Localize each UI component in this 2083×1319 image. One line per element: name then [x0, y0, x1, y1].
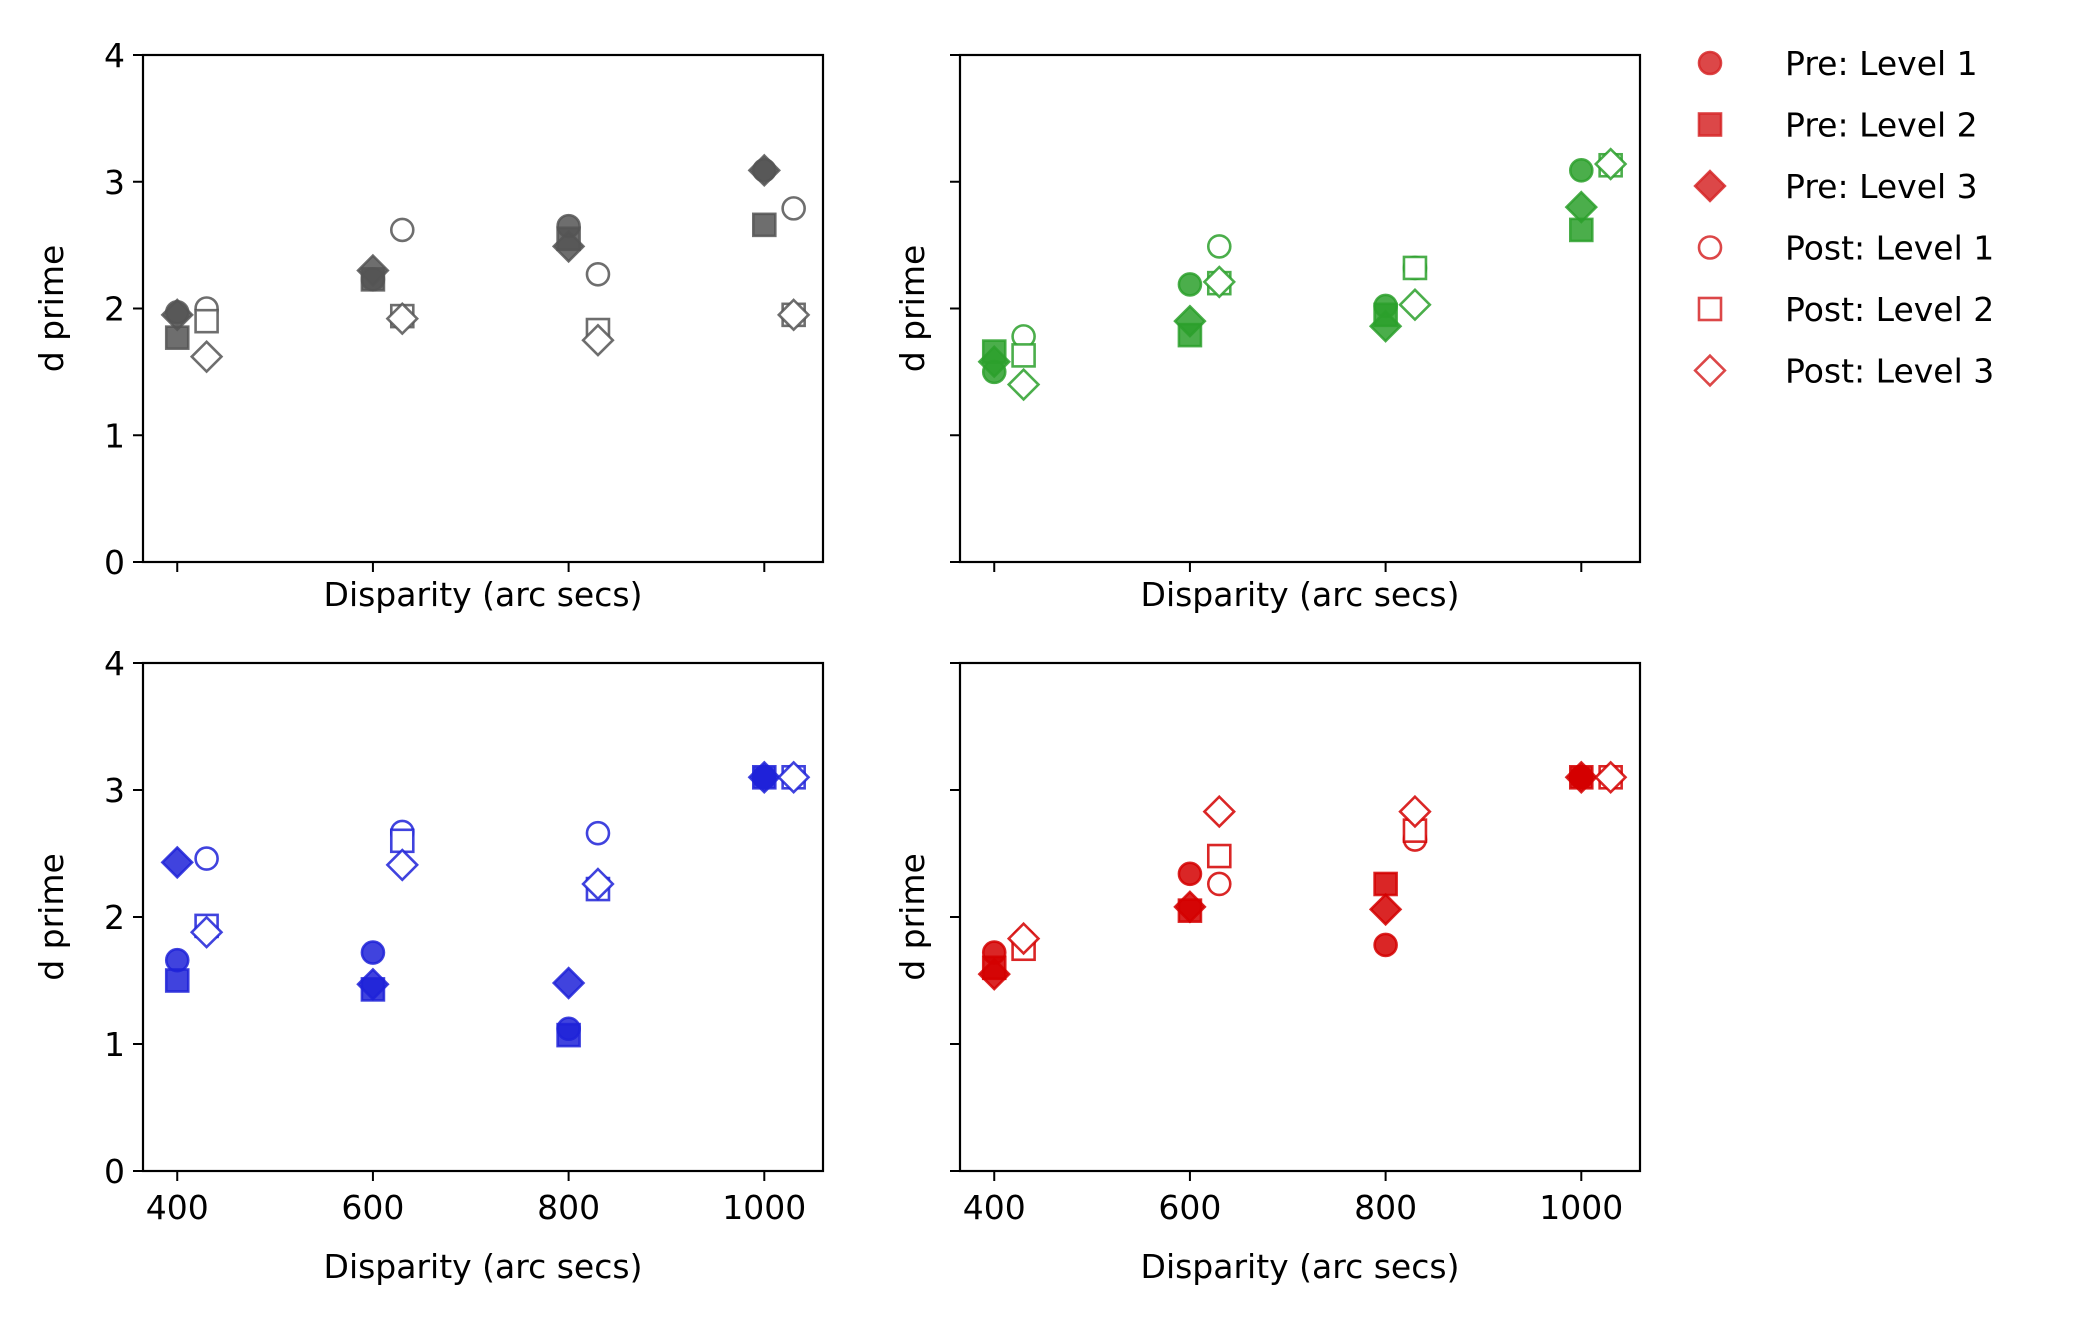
- point-pre-level-3: [1368, 892, 1403, 927]
- point-post-level-2: [1206, 843, 1232, 869]
- point-pre-level-3: [977, 957, 1011, 991]
- y-axis-label: d prime: [32, 245, 71, 373]
- panel-top-right: Disparity (arc secs) d prime: [893, 53, 1642, 614]
- point-post-level-1: [1206, 871, 1232, 897]
- point-post-level-3: [189, 915, 224, 949]
- point-pre-level-2: [556, 1022, 581, 1048]
- x-tick-label: 800: [1354, 1188, 1417, 1227]
- point-post-level-3: [1398, 288, 1432, 322]
- x-axis-label: Disparity (arc secs): [1141, 1247, 1460, 1286]
- point-post-level-3: [1593, 760, 1628, 794]
- point-post-level-3: [1006, 921, 1041, 956]
- point-pre-level-2: [164, 968, 190, 993]
- legend-marker-pre-level-3: [1693, 169, 1727, 203]
- x-tick-label: 1000: [1539, 1188, 1623, 1227]
- point-post-level-3: [776, 760, 811, 794]
- point-pre-level-1: [360, 940, 386, 965]
- point-pre-level-1: [1373, 932, 1398, 958]
- point-post-level-1: [389, 217, 415, 243]
- x-tick-label: 600: [341, 1188, 404, 1227]
- x-tick-label: 800: [537, 1188, 600, 1227]
- y-tick-label: 0: [104, 543, 125, 582]
- point-post-level-3: [1202, 794, 1236, 829]
- point-pre-level-3: [1368, 309, 1403, 343]
- x-axis-label: Disparity (arc secs): [324, 1247, 643, 1286]
- point-pre-level-1: [1177, 272, 1203, 297]
- y-tick-label: 1: [104, 416, 125, 455]
- point-pre-level-3: [747, 760, 781, 794]
- point-post-level-1: [585, 820, 611, 846]
- point-post-level-3: [385, 848, 419, 882]
- point-post-level-2: [1402, 255, 1428, 281]
- y-tick-label: 0: [104, 1152, 125, 1191]
- y-tick-label: 4: [104, 644, 125, 683]
- point-pre-level-3: [1173, 890, 1207, 924]
- point-post-level-3: [189, 339, 224, 374]
- y-tick-label: 1: [104, 1025, 125, 1064]
- point-post-level-2: [1011, 343, 1036, 368]
- point-pre-level-3: [1564, 760, 1598, 794]
- point-pre-level-3: [551, 966, 586, 1000]
- point-pre-level-3: [160, 845, 194, 880]
- point-pre-level-1: [1568, 158, 1594, 183]
- point-pre-level-2: [1373, 871, 1398, 897]
- legend-marker-post-level-3: [1693, 353, 1727, 388]
- legend: Pre: Level 1 Pre: Level 2 Pre: Level 3 Post…: [1693, 44, 1994, 391]
- point-post-level-1: [194, 846, 219, 871]
- point-pre-level-3: [1173, 304, 1207, 338]
- point-post-level-1: [781, 196, 806, 221]
- point-post-level-3: [1398, 794, 1432, 829]
- x-axis-label: Disparity (arc secs): [1141, 575, 1460, 614]
- point-pre-level-3: [356, 253, 390, 288]
- y-tick-label: 3: [104, 771, 125, 810]
- point-post-level-3: [1593, 147, 1628, 181]
- legend-label: Post: Level 2: [1785, 290, 1994, 329]
- point-pre-level-3: [551, 229, 586, 264]
- point-pre-level-3: [356, 967, 390, 1001]
- y-tick-label: 3: [104, 163, 125, 202]
- point-pre-level-1: [1177, 861, 1203, 887]
- y-axis-label: d prime: [32, 853, 71, 981]
- point-post-level-1: [585, 261, 611, 287]
- legend-label: Pre: Level 1: [1785, 44, 1978, 83]
- point-pre-level-3: [160, 298, 194, 332]
- point-pre-level-1: [164, 947, 190, 973]
- x-axis-label: Disparity (arc secs): [324, 575, 643, 614]
- panel-bottom-left: 400 600 800 1000 0 1 2 3 4 Disparity (arc secs) d …: [32, 644, 825, 1286]
- point-post-level-2: [194, 308, 219, 334]
- y-axis-label: d prime: [893, 245, 932, 373]
- point-post-level-1: [1206, 234, 1232, 259]
- x-tick-label: 400: [963, 1188, 1026, 1227]
- point-pre-level-3: [1564, 190, 1598, 224]
- legend-label: Pre: Level 2: [1785, 106, 1978, 145]
- point-pre-level-3: [747, 153, 781, 188]
- x-tick-label: 400: [146, 1188, 209, 1227]
- point-pre-level-3: [977, 345, 1011, 379]
- legend-marker-pre-level-2: [1697, 112, 1723, 137]
- point-post-level-3: [581, 867, 615, 901]
- panel-top-left: 0 1 2 3 4 Disparity (arc secs) d prime: [32, 36, 825, 614]
- point-post-level-3: [776, 298, 811, 332]
- panel-bottom-right: 400 600 800 1000 Disparity (arc secs) d prime: [893, 661, 1642, 1286]
- point-post-level-3: [1006, 367, 1041, 402]
- y-axis-label: d prime: [893, 853, 932, 981]
- legend-label: Post: Level 3: [1785, 352, 1994, 391]
- y-tick-label: 4: [104, 36, 125, 75]
- legend-label: Pre: Level 3: [1785, 167, 1978, 206]
- legend-marker-post-level-1: [1697, 235, 1723, 260]
- legend-marker-pre-level-1: [1697, 50, 1723, 76]
- y-tick-label: 2: [104, 290, 125, 329]
- x-tick-label: 600: [1158, 1188, 1221, 1227]
- point-pre-level-2: [751, 212, 777, 238]
- point-post-level-3: [581, 323, 615, 357]
- point-post-level-3: [1202, 265, 1236, 299]
- x-tick-label: 1000: [722, 1188, 806, 1227]
- legend-marker-post-level-2: [1697, 296, 1723, 322]
- legend-label: Post: Level 1: [1785, 229, 1994, 268]
- point-post-level-3: [385, 301, 419, 336]
- y-tick-label: 2: [104, 898, 125, 937]
